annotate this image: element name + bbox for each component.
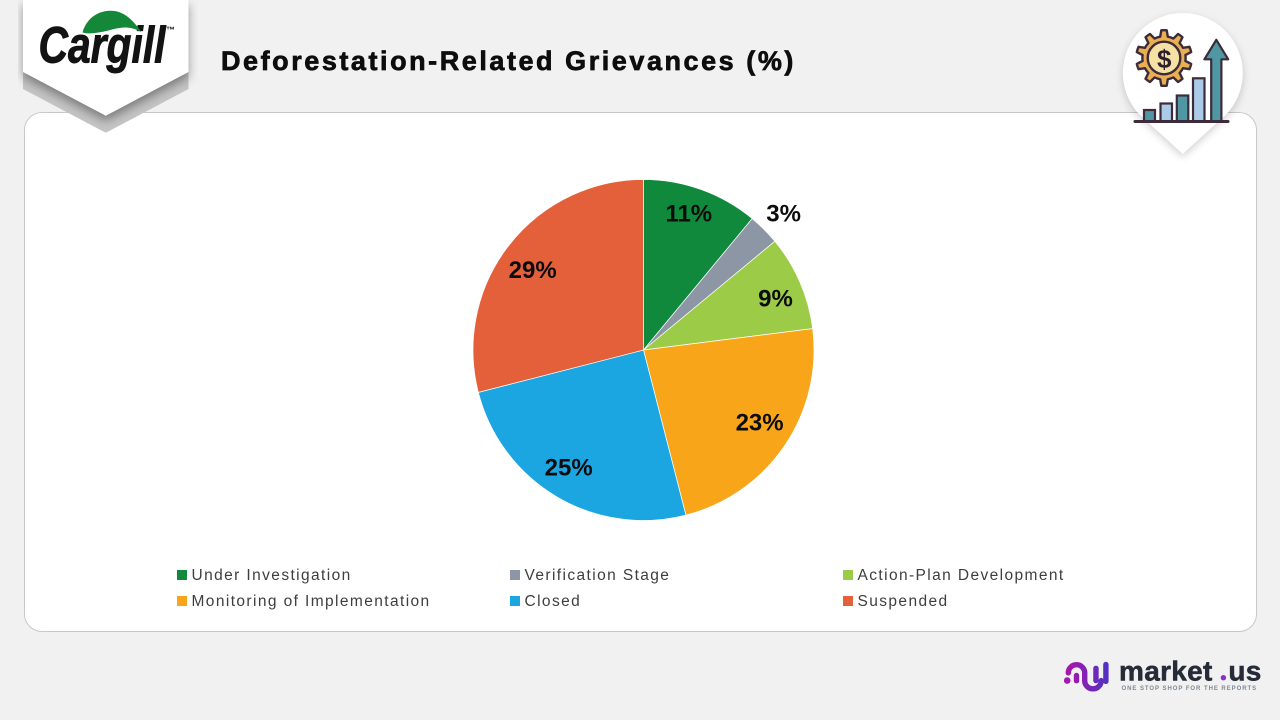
svg-text:$: $	[1157, 44, 1172, 74]
svg-text:market: market	[1119, 655, 1213, 686]
svg-text:23%: 23%	[736, 410, 784, 437]
svg-text:9%: 9%	[758, 285, 793, 312]
svg-text:us: us	[1228, 655, 1261, 686]
svg-text:ONE STOP SHOP FOR THE REPORTS: ONE STOP SHOP FOR THE REPORTS	[1122, 686, 1258, 692]
svg-text:11%: 11%	[665, 201, 712, 228]
svg-text:3%: 3%	[766, 201, 801, 228]
svg-text:™: ™	[166, 25, 175, 35]
svg-text:29%: 29%	[509, 257, 557, 284]
svg-text:25%: 25%	[545, 454, 593, 481]
